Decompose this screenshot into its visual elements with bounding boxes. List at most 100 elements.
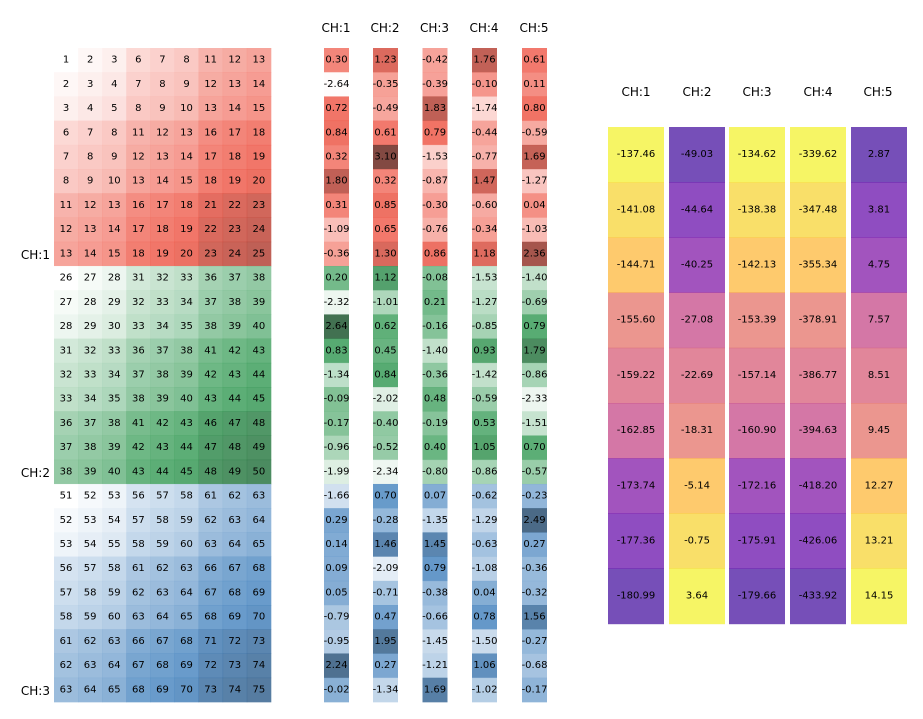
value-cell <box>373 653 398 679</box>
grid-cell <box>246 362 272 388</box>
plasma-cell <box>729 403 785 459</box>
grid-cell <box>102 265 127 291</box>
grid-cell <box>150 459 175 485</box>
grid-cell <box>174 387 199 412</box>
grid-cell-label: 22 <box>228 200 241 211</box>
grid-cell-label: 13 <box>108 200 121 211</box>
grid-cell-label: 40 <box>252 321 265 332</box>
plasma-cell-label: -162.85 <box>617 425 656 436</box>
value-cell <box>373 48 398 73</box>
grid-cell <box>246 387 272 412</box>
value-cell <box>373 580 398 606</box>
grid-cell-label: 38 <box>204 321 217 332</box>
grid-cell-label: 8 <box>135 103 141 114</box>
grid-cell <box>198 653 224 679</box>
value-cell <box>522 96 547 122</box>
grid-cell-label: 40 <box>108 466 121 477</box>
grid-cell-label: 20 <box>180 248 193 259</box>
grid-cell <box>78 217 103 243</box>
grid-cell <box>246 483 272 509</box>
grid-cell-label: 12 <box>156 127 169 138</box>
grid-cell <box>174 435 199 461</box>
grid-cell-label: 38 <box>156 369 169 380</box>
value-cell-label: 2.36 <box>523 248 545 259</box>
plasma-cell <box>608 403 664 459</box>
value-cell-label: -1.09 <box>324 224 350 235</box>
grid-cell <box>54 265 79 291</box>
value-cell-label: -1.66 <box>324 491 350 502</box>
grid-cell-label: 72 <box>204 660 217 671</box>
grid-cell <box>174 629 199 654</box>
value-cell-label: -0.62 <box>472 491 498 502</box>
grid-cell-label: 63 <box>180 563 193 574</box>
value-cell-label: 0.27 <box>523 539 545 550</box>
value-cell <box>522 193 547 218</box>
value-cell <box>373 629 398 654</box>
grid-cell <box>150 677 175 703</box>
grid-cell <box>126 193 151 218</box>
grid-cell-label: 62 <box>84 636 97 647</box>
grid-cell <box>246 120 272 146</box>
grid-cell-label: 54 <box>108 515 121 526</box>
plasma-cell <box>790 347 846 404</box>
grid-cell-label: 43 <box>228 369 241 380</box>
value-cell <box>522 508 547 533</box>
value-cell <box>373 144 398 170</box>
grid-cell <box>222 435 248 461</box>
grid-cell-label: 9 <box>111 151 117 162</box>
grid-cell-label: 37 <box>204 297 217 308</box>
value-cell <box>472 217 497 243</box>
value-cell <box>522 556 547 582</box>
grid-cell-label: 13 <box>84 224 97 235</box>
value-cell-label: 0.29 <box>325 515 347 526</box>
grid-cell <box>78 241 103 267</box>
plasma-cell-label: -49.03 <box>681 149 713 160</box>
value-cell-label: -0.19 <box>422 418 448 429</box>
grid-cell-label: 57 <box>60 587 73 598</box>
value-cell <box>422 629 448 654</box>
value-cell-label: 0.83 <box>325 345 347 356</box>
grid-cell-label: 28 <box>60 321 73 332</box>
grid-cell <box>198 362 224 388</box>
plasma-cell <box>608 237 664 293</box>
grid-cell-label: 69 <box>228 612 241 623</box>
grid-cell-label: 63 <box>228 515 241 526</box>
grid-cell <box>198 459 224 485</box>
grid-cell-label: 34 <box>108 369 121 380</box>
value-cell <box>373 290 398 315</box>
value-cell <box>324 120 349 146</box>
grid-cell <box>198 144 224 170</box>
grid-cell-label: 37 <box>132 369 145 380</box>
grid-cell <box>150 314 175 340</box>
value-cell <box>472 72 497 97</box>
value-cell <box>522 411 547 436</box>
plasma-cell-label: -426.06 <box>799 536 838 547</box>
grid-cell <box>198 193 224 218</box>
plasma-cell <box>608 182 664 238</box>
value-cell <box>373 556 398 582</box>
column-header-ch5: CH:5 <box>863 85 892 99</box>
plasma-cell <box>851 403 907 459</box>
value-cell-label: -1.27 <box>522 176 548 187</box>
grid-cell <box>246 556 272 582</box>
grid-cell <box>222 387 248 412</box>
grid-cell <box>102 532 127 558</box>
value-cell <box>324 605 349 630</box>
grid-cell-label: 13 <box>252 55 265 66</box>
grid-cell-label: 63 <box>204 539 217 550</box>
value-cell <box>324 629 349 654</box>
grid-cell-label: 8 <box>87 151 93 162</box>
grid-cell-label: 26 <box>60 273 73 284</box>
grid-cell-label: 39 <box>252 297 265 308</box>
grid-cell <box>78 580 103 606</box>
grid-cell <box>222 169 248 194</box>
grid-cell <box>102 144 127 170</box>
grid-cell <box>126 629 151 654</box>
grid-cell-label: 13 <box>228 79 241 90</box>
value-cell-label: 0.70 <box>374 491 396 502</box>
value-cell-label: 0.70 <box>523 442 545 453</box>
value-cell <box>522 483 547 509</box>
grid-cell <box>198 483 224 509</box>
index-grid-row-group-labels: CH:1 CH:2 CH:3 <box>21 248 50 698</box>
grid-cell-label: 14 <box>108 224 121 235</box>
